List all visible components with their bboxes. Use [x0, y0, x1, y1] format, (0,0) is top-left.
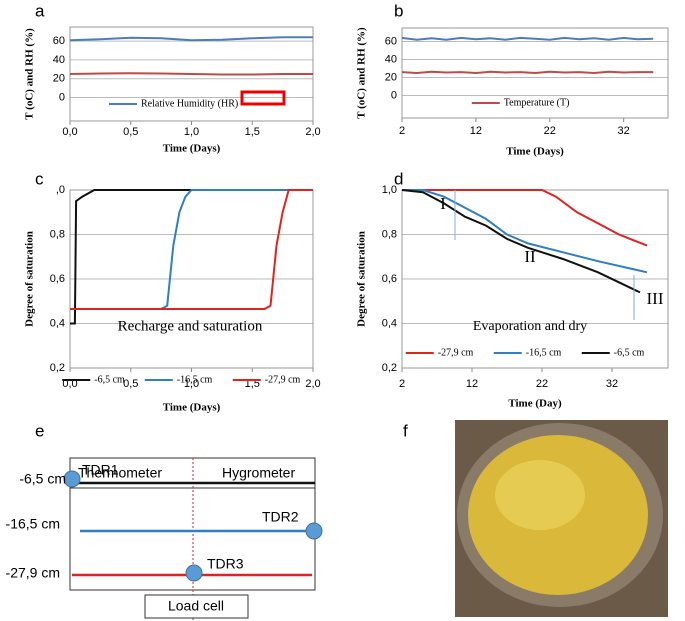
y-axis-label: Degree of saturation	[24, 231, 36, 327]
x-tick-label: 22	[536, 378, 548, 390]
x-tick-label: 12	[470, 125, 482, 137]
sensor-label: TDR2	[262, 509, 299, 525]
sample-highlight	[495, 460, 585, 530]
sensor-label: TDR1	[82, 462, 119, 478]
series-line	[69, 72, 313, 76]
series-line	[401, 189, 641, 294]
depth-label: -16,5 cm	[6, 516, 60, 532]
series-line	[70, 189, 313, 325]
y-tick-label: 0,2	[50, 362, 65, 374]
sensor-label: TDR3	[207, 556, 244, 572]
y-tick-label: 0	[391, 89, 397, 101]
x-tick-label: 32	[606, 378, 618, 390]
series-line	[402, 189, 648, 274]
y-tick-label: 60	[53, 35, 65, 47]
x-tick-label: 2,0	[305, 378, 320, 390]
x-tick-label: 1,0	[184, 378, 199, 390]
header-left: Thermometer	[78, 465, 162, 481]
header-right: Hygrometer	[222, 465, 295, 481]
panel-label: d	[394, 169, 403, 188]
depth-label: -6,5 cm	[19, 471, 66, 487]
legend-label: -6,5 cm	[94, 374, 125, 385]
y-tick-label: 60	[385, 35, 397, 47]
y-tick-label: 40	[53, 54, 65, 66]
legend-label: -27,9 cm	[438, 347, 474, 358]
x-tick-label: 22	[544, 125, 556, 137]
load-cell	[144, 594, 249, 619]
x-tick-label: 2	[399, 125, 405, 137]
diagram: e Thermometer Hygrometer -6,5 cm -16,5 c…	[6, 421, 323, 621]
x-tick-label: 0,5	[123, 378, 138, 390]
x-axis-label: Time (Days)	[163, 402, 221, 414]
annotation: II	[524, 247, 536, 266]
highlight-box	[240, 90, 286, 106]
series-line	[70, 189, 313, 310]
y-axis-label: T (oC) and RH (%)	[356, 27, 368, 119]
y-tick-label: 0,4	[382, 317, 397, 329]
legend-label: -27,9 cm	[265, 374, 301, 385]
legend-label: Relative Humidity (HR)	[141, 98, 238, 109]
x-tick-label: 0,5	[123, 126, 138, 138]
series-line	[402, 189, 648, 247]
annotation: Recharge and saturation	[118, 318, 263, 334]
y-tick-label: ,0	[56, 184, 65, 196]
y-tick-label: 0,6	[382, 273, 397, 285]
y-axis-label: Degree of saturation	[356, 231, 368, 327]
load-cell-label: Load cell	[168, 598, 224, 614]
x-tick-label: 2,0	[305, 126, 320, 138]
depth-label: -27,9 cm	[6, 565, 60, 581]
sensor	[63, 470, 81, 488]
x-tick-label: 1,5	[245, 126, 260, 138]
sensor	[185, 564, 203, 582]
series-line	[401, 70, 654, 75]
annotation: Evaporation and dry	[473, 319, 587, 334]
annotation: I	[440, 194, 446, 213]
legend-label: Temperature (T)	[504, 97, 570, 108]
y-tick-label: 0,8	[382, 228, 397, 240]
panel-label: c	[35, 169, 44, 188]
panel-label: b	[394, 1, 403, 20]
x-axis-label: Time (Day)	[508, 398, 562, 410]
series-line	[69, 36, 313, 42]
x-tick-label: 12	[466, 378, 478, 390]
series-line	[401, 36, 654, 41]
x-tick-label: 1,0	[184, 126, 199, 138]
panel-label: a	[35, 1, 45, 20]
y-tick-label: 0,4	[50, 317, 65, 329]
legend-label: -16,5 cm	[177, 374, 213, 385]
y-tick-label: 20	[53, 73, 65, 85]
y-tick-label: 40	[385, 53, 397, 65]
y-tick-label: 0,8	[50, 228, 65, 240]
photo: f	[403, 420, 668, 617]
panel-label: e	[35, 421, 44, 440]
y-tick-label: 20	[385, 71, 397, 83]
y-tick-label: 1,0	[382, 184, 397, 196]
x-axis-label: Time (Days)	[163, 143, 221, 155]
x-tick-label: 32	[618, 125, 630, 137]
sensor	[305, 522, 323, 540]
panel-label: f	[403, 421, 408, 440]
x-tick-label: 2	[399, 378, 405, 390]
x-tick-label: 0,0	[62, 126, 77, 138]
y-tick-label: 0,6	[50, 273, 65, 285]
x-axis-label: Time (Days)	[506, 146, 564, 158]
legend-label: -6,5 cm	[614, 347, 645, 358]
y-tick-label: 0	[59, 91, 65, 103]
annotation: III	[647, 289, 664, 308]
y-tick-label: 0,2	[382, 362, 397, 374]
legend-label: -16,5 cm	[526, 347, 562, 358]
y-axis-label: T (oC) and RH (%)	[24, 28, 36, 120]
